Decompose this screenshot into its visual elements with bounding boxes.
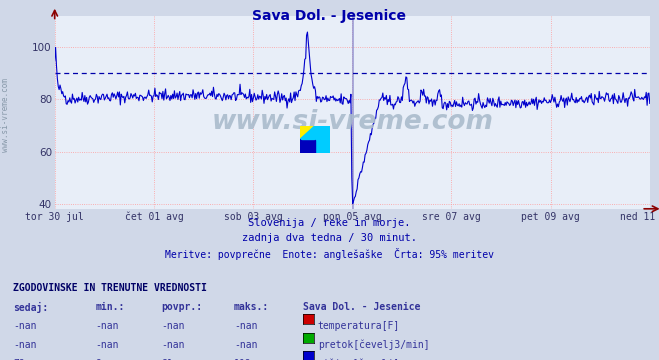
Text: Sava Dol. - Jesenice: Sava Dol. - Jesenice <box>252 9 407 23</box>
Polygon shape <box>300 140 315 153</box>
Text: 81: 81 <box>161 359 173 360</box>
Text: pretok[čevelj3/min]: pretok[čevelj3/min] <box>318 340 429 350</box>
Text: www.si-vreme.com: www.si-vreme.com <box>212 109 493 135</box>
Text: ZGODOVINSKE IN TRENUTNE VREDNOSTI: ZGODOVINSKE IN TRENUTNE VREDNOSTI <box>13 283 207 293</box>
Text: zadnja dva tedna / 30 minut.: zadnja dva tedna / 30 minut. <box>242 233 417 243</box>
Text: -nan: -nan <box>234 321 258 331</box>
Text: višina[čevelj]: višina[čevelj] <box>318 359 400 360</box>
Text: Meritve: povprečne  Enote: anglešaške  Črta: 95% meritev: Meritve: povprečne Enote: anglešaške Črt… <box>165 248 494 260</box>
Bar <box>315 126 330 153</box>
Text: -nan: -nan <box>161 340 185 350</box>
Text: -nan: -nan <box>13 321 37 331</box>
Text: www.si-vreme.com: www.si-vreme.com <box>1 78 10 152</box>
Text: 109: 109 <box>234 359 252 360</box>
Text: -nan: -nan <box>13 340 37 350</box>
Text: temperatura[F]: temperatura[F] <box>318 321 400 331</box>
Text: 79: 79 <box>13 359 25 360</box>
Text: 9: 9 <box>96 359 101 360</box>
Polygon shape <box>300 126 315 140</box>
Text: Sava Dol. - Jesenice: Sava Dol. - Jesenice <box>303 302 420 312</box>
Text: -nan: -nan <box>96 321 119 331</box>
Text: -nan: -nan <box>234 340 258 350</box>
Text: -nan: -nan <box>161 321 185 331</box>
Text: Slovenija / reke in morje.: Slovenija / reke in morje. <box>248 218 411 228</box>
Bar <box>300 140 315 153</box>
Text: min.:: min.: <box>96 302 125 312</box>
Bar <box>300 126 315 140</box>
Text: sedaj:: sedaj: <box>13 302 48 314</box>
Text: -nan: -nan <box>96 340 119 350</box>
Text: maks.:: maks.: <box>234 302 269 312</box>
Text: povpr.:: povpr.: <box>161 302 202 312</box>
